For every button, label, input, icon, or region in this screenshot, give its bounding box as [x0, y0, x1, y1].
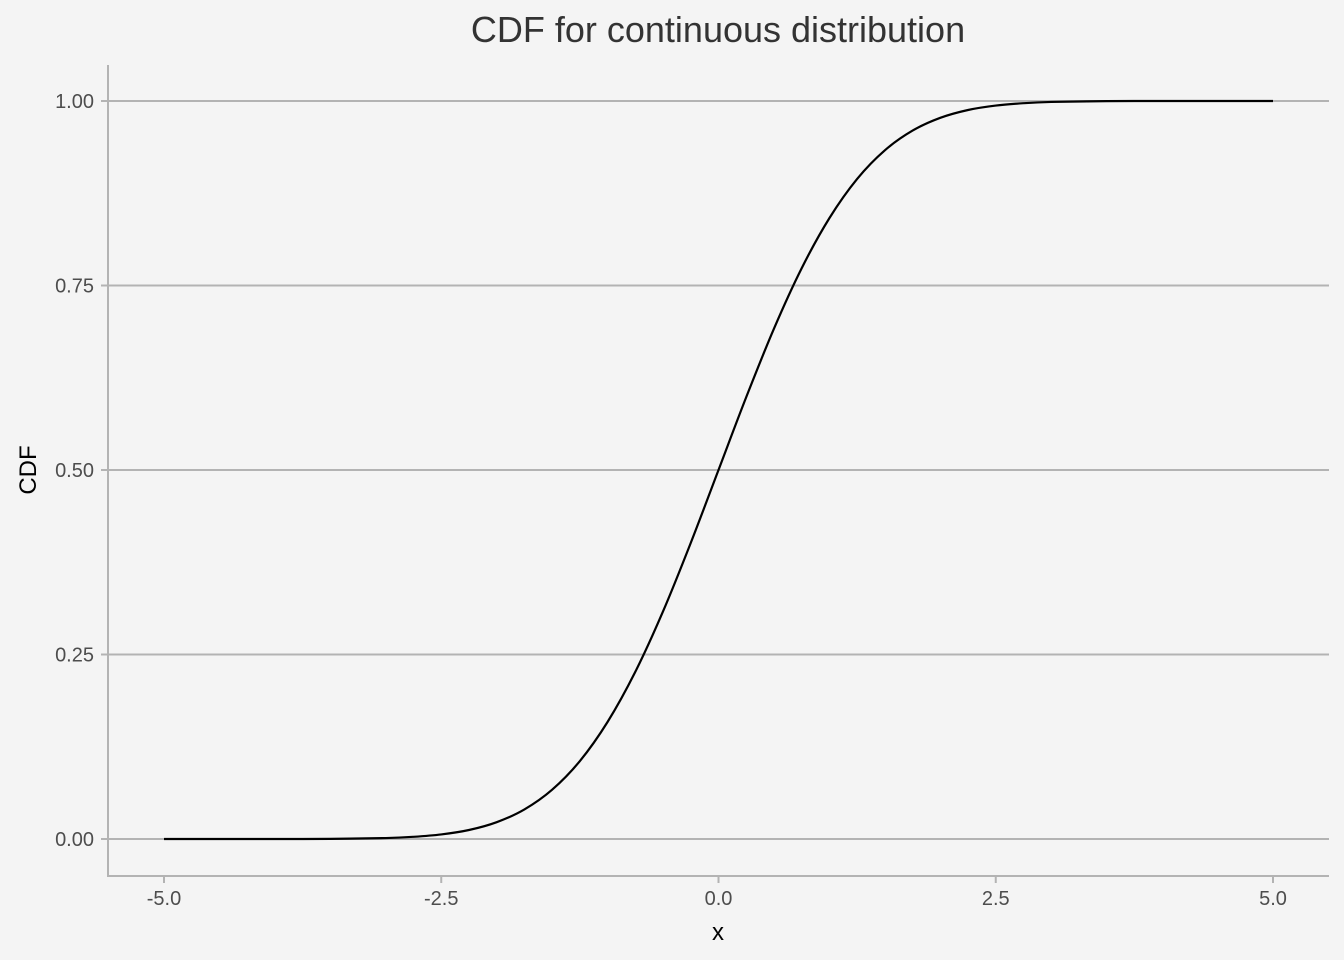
y-tick-label: 0.50: [55, 460, 94, 482]
chart-title: CDF for continuous distribution: [471, 9, 965, 50]
ticks-layer: 0.00 0.25 0.50 0.75 1.00 -5.0 -2.5 0.0 2.5 5.0: [55, 91, 1287, 910]
y-tick-label: 0.75: [55, 276, 94, 298]
series-layer: [164, 99, 1273, 841]
y-tick-label: 0.00: [55, 829, 94, 851]
y-tick-label: 0.25: [55, 645, 94, 667]
y-axis-title: CDF: [15, 445, 42, 494]
x-tick-label: -5.0: [147, 888, 181, 910]
x-tick-label: 0.0: [705, 888, 733, 910]
x-tick-label: 2.5: [982, 888, 1010, 910]
y-tick-label: 1.00: [55, 91, 94, 113]
cdf-series-line: [164, 99, 1273, 841]
x-tick-label: 5.0: [1259, 888, 1287, 910]
x-tick-label: -2.5: [424, 888, 458, 910]
x-axis-title: x: [712, 919, 724, 946]
